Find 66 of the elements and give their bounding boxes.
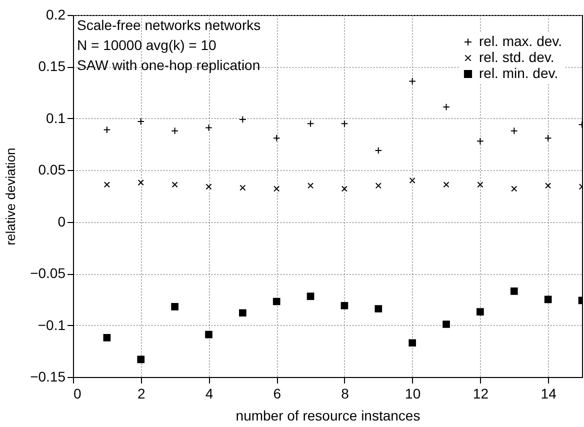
- point: [545, 182, 552, 189]
- x-tick-label: 4: [205, 386, 214, 402]
- point: [240, 184, 246, 191]
- annotation: N = 10000 avg(k) = 10: [77, 37, 217, 53]
- legend-label: rel. min. dev.: [479, 65, 558, 81]
- y-tick-label: 0.15: [38, 58, 66, 74]
- point: [374, 305, 382, 312]
- point: [477, 182, 484, 188]
- point: [137, 356, 145, 364]
- annotation: SAW with one-hop replication: [77, 57, 260, 73]
- x-tick-label: 14: [540, 386, 557, 402]
- point: [511, 186, 518, 192]
- point: [510, 127, 518, 134]
- point: [409, 177, 416, 184]
- y-tick-label: −0.15: [30, 368, 66, 384]
- point: [103, 126, 111, 134]
- point: [476, 138, 484, 145]
- point: [544, 296, 552, 304]
- y-tick-label: −0.1: [38, 316, 66, 333]
- point: [171, 303, 178, 310]
- point: [239, 309, 246, 317]
- y-tick-label: −0.05: [30, 265, 66, 282]
- point: [205, 330, 212, 338]
- y-tick-label: 0.05: [38, 162, 66, 178]
- point: [442, 103, 450, 111]
- legend-label: rel. max. dev.: [479, 33, 562, 49]
- annotation: Scale-free networks networks: [77, 17, 261, 33]
- point: [510, 287, 518, 295]
- point: [308, 182, 314, 189]
- x-tick-label: 2: [137, 386, 146, 402]
- point: [476, 308, 484, 316]
- point: [306, 120, 314, 128]
- point: [274, 186, 280, 192]
- point: [340, 302, 348, 310]
- point: [306, 292, 314, 300]
- y-tick-label: 0.2: [46, 6, 66, 22]
- point: [205, 124, 212, 132]
- point: [272, 298, 280, 306]
- point: [138, 180, 144, 186]
- point: [442, 320, 450, 328]
- point: [172, 182, 178, 188]
- point: [375, 182, 382, 189]
- point: [239, 116, 246, 124]
- x-tick-label: 8: [341, 386, 350, 402]
- x-tick-label: 6: [273, 386, 282, 402]
- y-tick-label: 0.1: [46, 110, 66, 126]
- point: [104, 182, 110, 188]
- point: [443, 182, 450, 188]
- point: [544, 134, 552, 142]
- point: [171, 127, 178, 134]
- point: [272, 134, 280, 142]
- legend-label: rel. std. dev.: [479, 49, 554, 65]
- point: [374, 146, 382, 154]
- point: [103, 334, 111, 342]
- point: [408, 339, 416, 347]
- x-tick-label: 0: [74, 386, 82, 402]
- x-tick-label: 12: [472, 386, 489, 402]
- y-tick-label: 0: [58, 213, 66, 230]
- y-axis-title: relative deviation: [3, 148, 18, 246]
- x-axis-title: number of resource instances: [236, 408, 420, 424]
- point: [206, 184, 212, 190]
- point: [341, 186, 348, 192]
- point: [137, 118, 145, 126]
- point: [340, 120, 348, 128]
- point: [408, 78, 416, 85]
- x-tick-label: 10: [405, 386, 421, 402]
